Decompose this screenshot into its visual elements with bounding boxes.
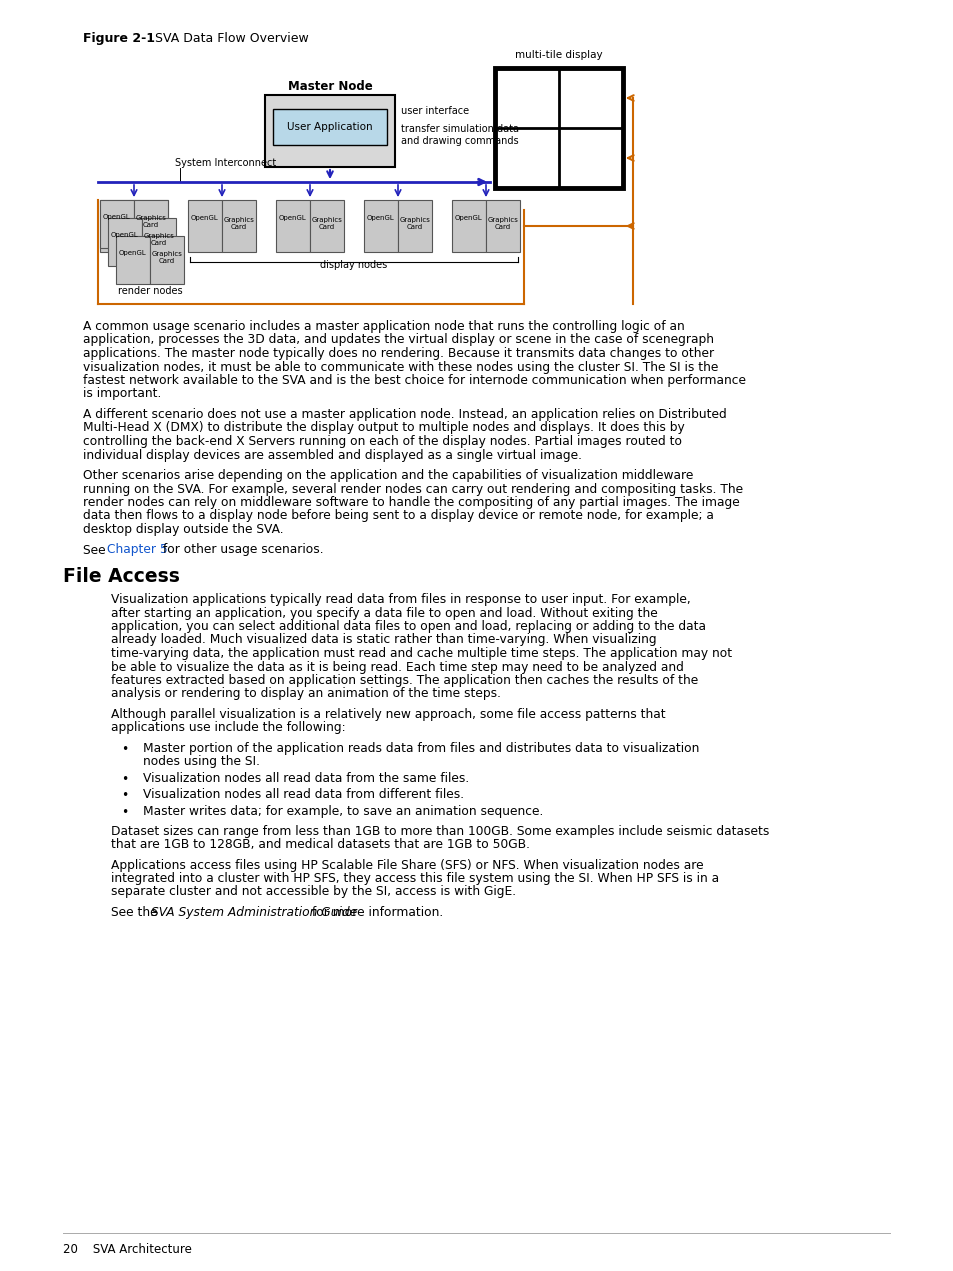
Text: OpenGL: OpenGL <box>191 215 218 221</box>
Text: analysis or rendering to display an animation of the time steps.: analysis or rendering to display an anim… <box>111 688 500 700</box>
Text: display nodes: display nodes <box>320 261 387 269</box>
Text: SVA System Administration Guide: SVA System Administration Guide <box>152 906 357 919</box>
Text: •: • <box>121 806 129 819</box>
Text: Applications access files using HP Scalable File Share (SFS) or NFS. When visual: Applications access files using HP Scala… <box>111 858 703 872</box>
Text: controlling the back-end X Servers running on each of the display nodes. Partial: controlling the back-end X Servers runni… <box>83 435 681 447</box>
Text: Visualization applications typically read data from files in response to user in: Visualization applications typically rea… <box>111 594 690 606</box>
Text: File Access: File Access <box>63 567 180 586</box>
Text: OpenGL: OpenGL <box>279 215 307 221</box>
Text: is important.: is important. <box>83 388 161 400</box>
Text: that are 1GB to 128GB, and medical datasets that are 1GB to 50GB.: that are 1GB to 128GB, and medical datas… <box>111 838 530 852</box>
Text: application, processes the 3D data, and updates the virtual display or scene in : application, processes the 3D data, and … <box>83 333 713 347</box>
Text: A common usage scenario includes a master application node that runs the control: A common usage scenario includes a maste… <box>83 320 684 333</box>
Text: •: • <box>121 744 129 756</box>
Text: individual display devices are assembled and displayed as a single virtual image: individual display devices are assembled… <box>83 449 581 461</box>
Text: Graphics
Card: Graphics Card <box>152 252 182 264</box>
Text: •: • <box>121 773 129 785</box>
Text: nodes using the SI.: nodes using the SI. <box>143 755 260 769</box>
Bar <box>100 200 133 248</box>
Bar <box>116 236 150 283</box>
Bar <box>100 200 133 252</box>
Text: transfer simulation data
and drawing commands: transfer simulation data and drawing com… <box>400 125 518 146</box>
Text: Other scenarios arise depending on the application and the capabilities of visua: Other scenarios arise depending on the a… <box>83 469 693 482</box>
Text: Multi-Head X (DMX) to distribute the display output to multiple nodes and displa: Multi-Head X (DMX) to distribute the dis… <box>83 422 684 435</box>
Text: SVA Data Flow Overview: SVA Data Flow Overview <box>154 32 309 44</box>
Text: for more information.: for more information. <box>308 906 443 919</box>
Text: OpenGL: OpenGL <box>103 215 131 221</box>
Text: •: • <box>121 789 129 802</box>
Text: render nodes can rely on middleware software to handle the compositing of any pa: render nodes can rely on middleware soft… <box>83 496 739 508</box>
Bar <box>310 200 344 252</box>
Text: Graphics
Card: Graphics Card <box>487 217 517 230</box>
Text: Dataset sizes can range from less than 1GB to more than 100GB. Some examples inc: Dataset sizes can range from less than 1… <box>111 825 768 838</box>
Text: integrated into a cluster with HP SFS, they access this file system using the SI: integrated into a cluster with HP SFS, t… <box>111 872 719 885</box>
Text: be able to visualize the data as it is being read. Each time step may need to be: be able to visualize the data as it is b… <box>111 661 683 674</box>
Text: separate cluster and not accessible by the SI, access is with GigE.: separate cluster and not accessible by t… <box>111 886 516 899</box>
Text: See the: See the <box>111 906 161 919</box>
Text: Graphics
Card: Graphics Card <box>143 233 174 247</box>
Text: Graphics
Card: Graphics Card <box>135 217 166 230</box>
Text: data then flows to a display node before being sent to a display device or remot: data then flows to a display node before… <box>83 510 713 522</box>
Text: already loaded. Much visualized data is static rather than time-varying. When vi: already loaded. Much visualized data is … <box>111 633 656 647</box>
Text: multi-tile display: multi-tile display <box>515 50 602 60</box>
Bar <box>150 236 184 283</box>
Bar <box>275 200 310 252</box>
Text: Graphics
Card: Graphics Card <box>135 215 166 228</box>
Text: A different scenario does not use a master application node. Instead, an applica: A different scenario does not use a mast… <box>83 408 726 421</box>
Text: OpenGL: OpenGL <box>111 231 139 238</box>
Text: Master portion of the application reads data from files and distributes data to : Master portion of the application reads … <box>143 742 699 755</box>
Text: 20    SVA Architecture: 20 SVA Architecture <box>63 1243 192 1256</box>
Text: User Application: User Application <box>287 122 373 132</box>
Text: visualization nodes, it must be able to communicate with these nodes using the c: visualization nodes, it must be able to … <box>83 361 718 374</box>
Text: See: See <box>83 544 110 557</box>
Bar <box>273 109 387 145</box>
Bar <box>188 200 222 252</box>
Text: for other usage scenarios.: for other usage scenarios. <box>159 544 323 557</box>
Text: OpenGL: OpenGL <box>119 250 147 255</box>
Bar <box>364 200 397 252</box>
Text: Master writes data; for example, to save an animation sequence.: Master writes data; for example, to save… <box>143 805 543 819</box>
Bar <box>142 219 175 266</box>
Text: fastest network available to the SVA and is the best choice for internode commun: fastest network available to the SVA and… <box>83 374 745 386</box>
Text: OpenGL: OpenGL <box>455 215 482 221</box>
Text: application, you can select additional data files to open and load, replacing or: application, you can select additional d… <box>111 620 705 633</box>
Text: OpenGL: OpenGL <box>103 214 131 220</box>
Text: Graphics
Card: Graphics Card <box>223 217 254 230</box>
Bar <box>108 219 142 266</box>
Text: render nodes: render nodes <box>117 286 182 296</box>
Text: Graphics
Card: Graphics Card <box>312 217 342 230</box>
Text: user interface: user interface <box>400 105 469 116</box>
Text: Visualization nodes all read data from the same files.: Visualization nodes all read data from t… <box>143 771 469 785</box>
Bar <box>452 200 485 252</box>
Text: applications use include the following:: applications use include the following: <box>111 722 345 735</box>
Bar <box>485 200 519 252</box>
Text: Master Node: Master Node <box>287 80 372 93</box>
Text: time-varying data, the application must read and cache multiple time steps. The : time-varying data, the application must … <box>111 647 731 660</box>
Bar <box>495 69 622 188</box>
Bar <box>133 200 168 252</box>
Text: OpenGL: OpenGL <box>367 215 395 221</box>
Bar <box>397 200 432 252</box>
Text: desktop display outside the SVA.: desktop display outside the SVA. <box>83 522 283 536</box>
Text: Visualization nodes all read data from different files.: Visualization nodes all read data from d… <box>143 788 464 802</box>
Text: Graphics
Card: Graphics Card <box>399 217 430 230</box>
Text: Although parallel visualization is a relatively new approach, some file access p: Although parallel visualization is a rel… <box>111 708 665 721</box>
Bar <box>265 95 395 167</box>
Text: running on the SVA. For example, several render nodes can carry out rendering an: running on the SVA. For example, several… <box>83 483 742 496</box>
Text: System Interconnect: System Interconnect <box>174 158 276 168</box>
Text: applications. The master node typically does no rendering. Because it transmits : applications. The master node typically … <box>83 347 714 360</box>
Text: features extracted based on application settings. The application then caches th: features extracted based on application … <box>111 674 698 688</box>
Bar <box>133 200 168 248</box>
Text: Figure 2-1: Figure 2-1 <box>83 32 154 44</box>
Text: Chapter 5: Chapter 5 <box>107 544 168 557</box>
Bar <box>222 200 255 252</box>
Text: after starting an application, you specify a data file to open and load. Without: after starting an application, you speci… <box>111 606 657 619</box>
